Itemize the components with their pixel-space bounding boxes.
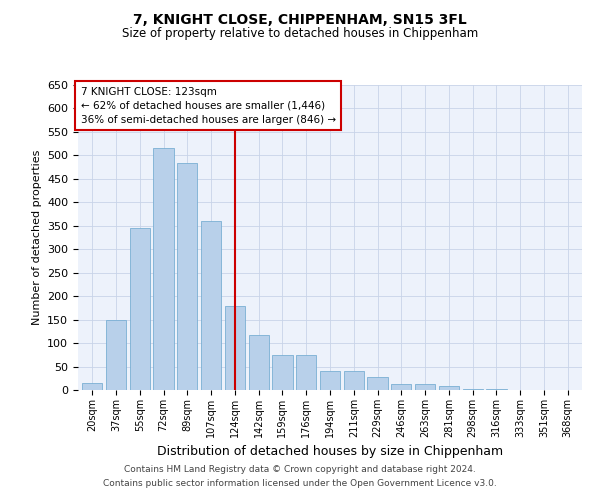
Bar <box>439 386 459 390</box>
Text: 7 KNIGHT CLOSE: 123sqm
← 62% of detached houses are smaller (1,446)
36% of semi-: 7 KNIGHT CLOSE: 123sqm ← 62% of detached… <box>80 86 335 124</box>
Bar <box>344 371 364 390</box>
Bar <box>106 320 126 390</box>
Bar <box>415 384 435 390</box>
Bar <box>320 371 340 390</box>
Bar <box>177 164 197 390</box>
Bar <box>201 221 221 390</box>
Text: Contains HM Land Registry data © Crown copyright and database right 2024.
Contai: Contains HM Land Registry data © Crown c… <box>103 466 497 487</box>
Text: 7, KNIGHT CLOSE, CHIPPENHAM, SN15 3FL: 7, KNIGHT CLOSE, CHIPPENHAM, SN15 3FL <box>133 12 467 26</box>
X-axis label: Distribution of detached houses by size in Chippenham: Distribution of detached houses by size … <box>157 446 503 458</box>
Bar <box>367 377 388 390</box>
Bar <box>272 355 293 390</box>
Bar <box>296 355 316 390</box>
Bar <box>130 228 150 390</box>
Bar <box>391 384 412 390</box>
Bar <box>82 383 103 390</box>
Text: Size of property relative to detached houses in Chippenham: Size of property relative to detached ho… <box>122 28 478 40</box>
Bar <box>463 388 483 390</box>
Bar <box>225 306 245 390</box>
Bar <box>487 389 506 390</box>
Bar <box>248 335 269 390</box>
Bar <box>154 148 173 390</box>
Y-axis label: Number of detached properties: Number of detached properties <box>32 150 41 325</box>
